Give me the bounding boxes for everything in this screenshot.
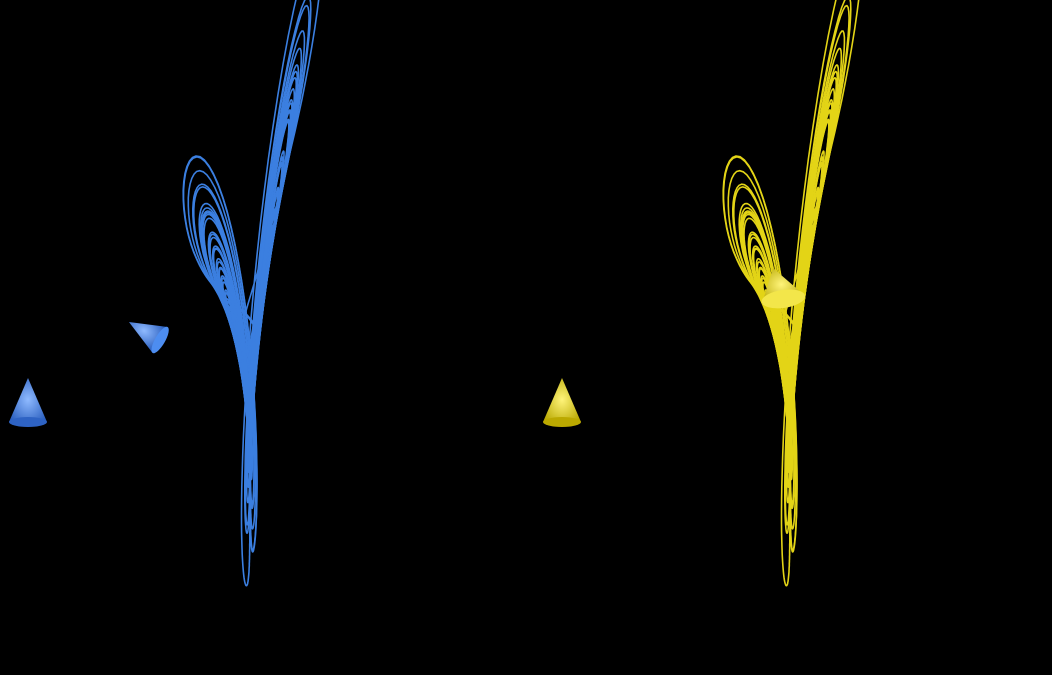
yellow-start-cone-icon <box>543 378 581 426</box>
blue-start-cone-base <box>9 417 47 427</box>
trajectory-segment <box>250 120 290 423</box>
yellow-start-cone-base <box>543 417 581 427</box>
yellow-attractor-trajectory <box>722 0 860 587</box>
trajectory-segment <box>790 120 830 423</box>
yellow-end-cone-icon <box>761 268 806 309</box>
blue-end-cone-icon <box>128 322 169 354</box>
blue-attractor-trajectory <box>182 0 320 587</box>
blue-start-cone-icon <box>9 378 47 426</box>
